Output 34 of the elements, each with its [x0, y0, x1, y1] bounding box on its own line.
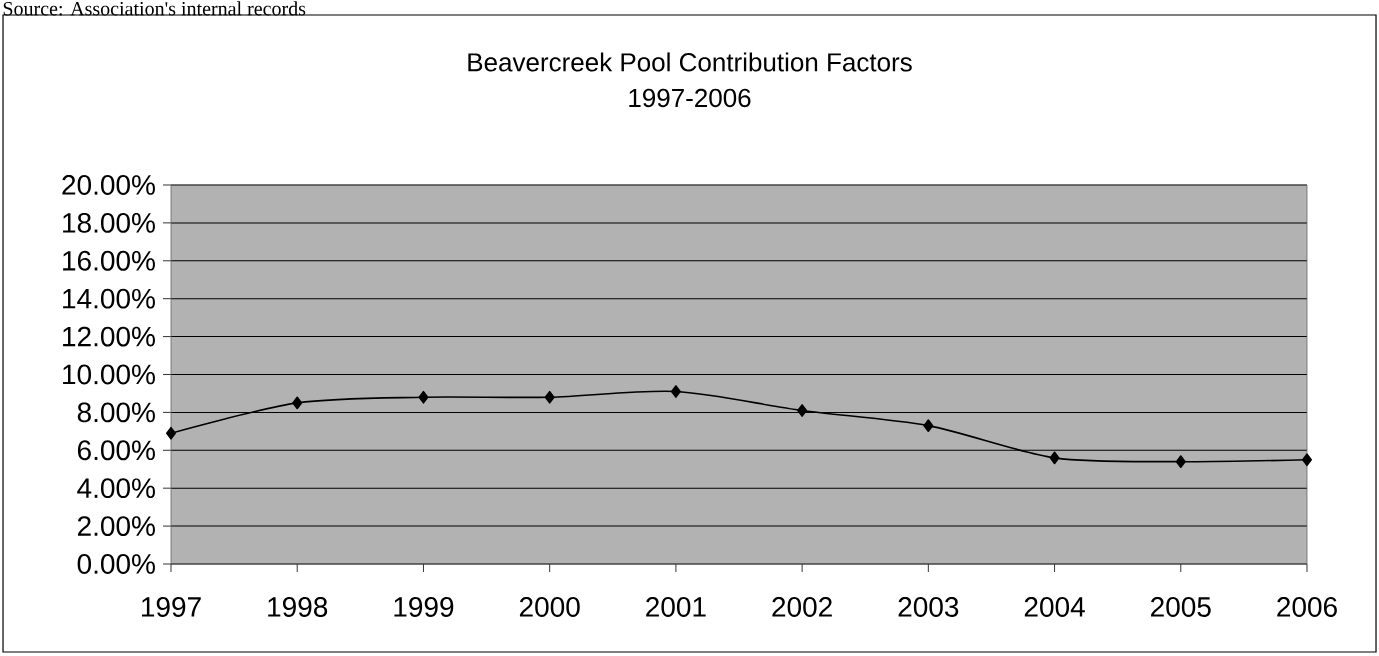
y-tick-label: 12.00%: [63, 326, 155, 347]
source-note: Source: Association's internal records: [3, 1, 306, 16]
y-tick-label: 4.00%: [77, 478, 155, 499]
y-tick-label: 14.00%: [63, 288, 155, 309]
chart-subtitle: 1997-2006: [629, 88, 751, 108]
x-tick-label: 2001: [646, 597, 706, 617]
x-tick-label: 2000: [519, 597, 580, 617]
y-tick-label: 2.00%: [77, 516, 155, 536]
point: [1302, 453, 1312, 467]
chart-title: Beavercreek Pool Contribution Factors: [468, 52, 912, 72]
y-tick-label: 8.00%: [77, 402, 155, 423]
x-tick-label: 2005: [1151, 597, 1211, 617]
x-tick-label: 2002: [772, 597, 832, 617]
x-tick-label: 2003: [898, 597, 959, 617]
point: [166, 426, 177, 440]
point: [292, 396, 303, 410]
x-tick-label: 1998: [268, 597, 328, 617]
x-tick-label: 1999: [394, 597, 454, 617]
point: [923, 419, 934, 433]
y-tick-label: 6.00%: [77, 440, 155, 461]
point: [797, 404, 808, 417]
point: [544, 390, 555, 404]
point: [670, 385, 681, 398]
y-tick-label: 18.00%: [63, 212, 155, 233]
y-tick-label: 16.00%: [63, 250, 155, 271]
point: [418, 390, 429, 404]
x-tick-label: 1997: [142, 597, 201, 617]
point: [1049, 451, 1060, 465]
x-tick-label: 2006: [1277, 597, 1337, 617]
x-tick-label: 2004: [1024, 597, 1085, 617]
y-tick-label: 10.00%: [63, 364, 155, 385]
y-tick-label: 20.00%: [62, 175, 155, 195]
y-tick-label: 0.00%: [77, 554, 155, 574]
point: [1175, 455, 1186, 469]
